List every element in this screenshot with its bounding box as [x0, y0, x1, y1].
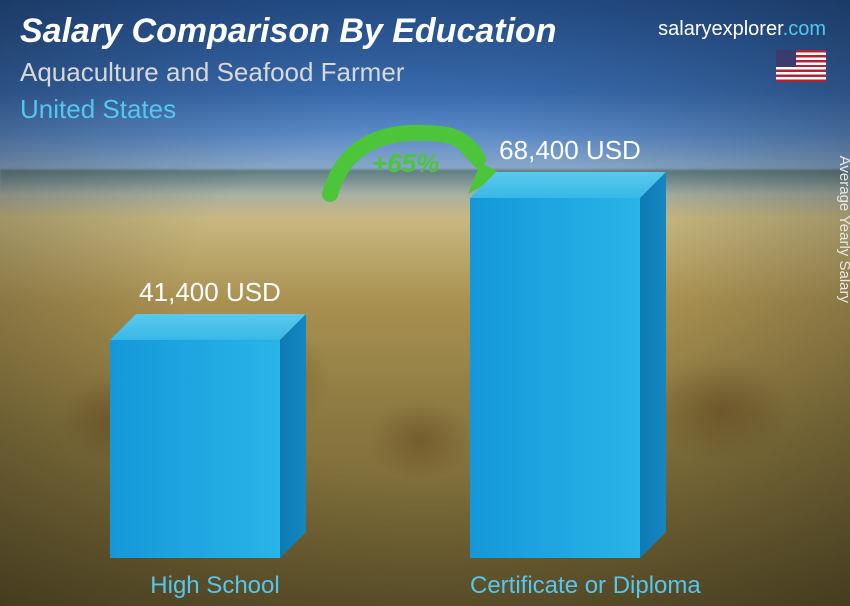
bar-side-face [640, 172, 666, 558]
bar-top-face [110, 314, 306, 340]
delta-value: +65% [372, 148, 439, 179]
bar-certificate: 68,400 USD Certificate or Diploma [470, 198, 680, 566]
bar-high-school: 41,400 USD High School [110, 340, 320, 566]
bar-3d [470, 198, 680, 558]
bar-front-face [110, 340, 280, 558]
brand-suffix: .com [783, 18, 826, 40]
flag-icon [776, 50, 826, 82]
bar-value: 41,400 USD [100, 277, 320, 308]
bar-label: High School [110, 572, 320, 600]
bar-side-face [280, 314, 306, 558]
y-axis-label: Average Yearly Salary [836, 156, 850, 303]
bar-3d [110, 340, 320, 558]
bar-front-face [470, 198, 640, 558]
brand-prefix: salaryexplorer [658, 18, 783, 40]
bar-chart: +65% 41,400 USD High School 68,400 USD C… [0, 136, 820, 566]
bar-value: 68,400 USD [460, 135, 680, 166]
bar-top-face [470, 172, 666, 198]
bar-label: Certificate or Diploma [470, 572, 680, 600]
brand-logo: salaryexplorer.com [658, 18, 826, 41]
page-subtitle: Aquaculture and Seafood Farmer [20, 57, 830, 88]
